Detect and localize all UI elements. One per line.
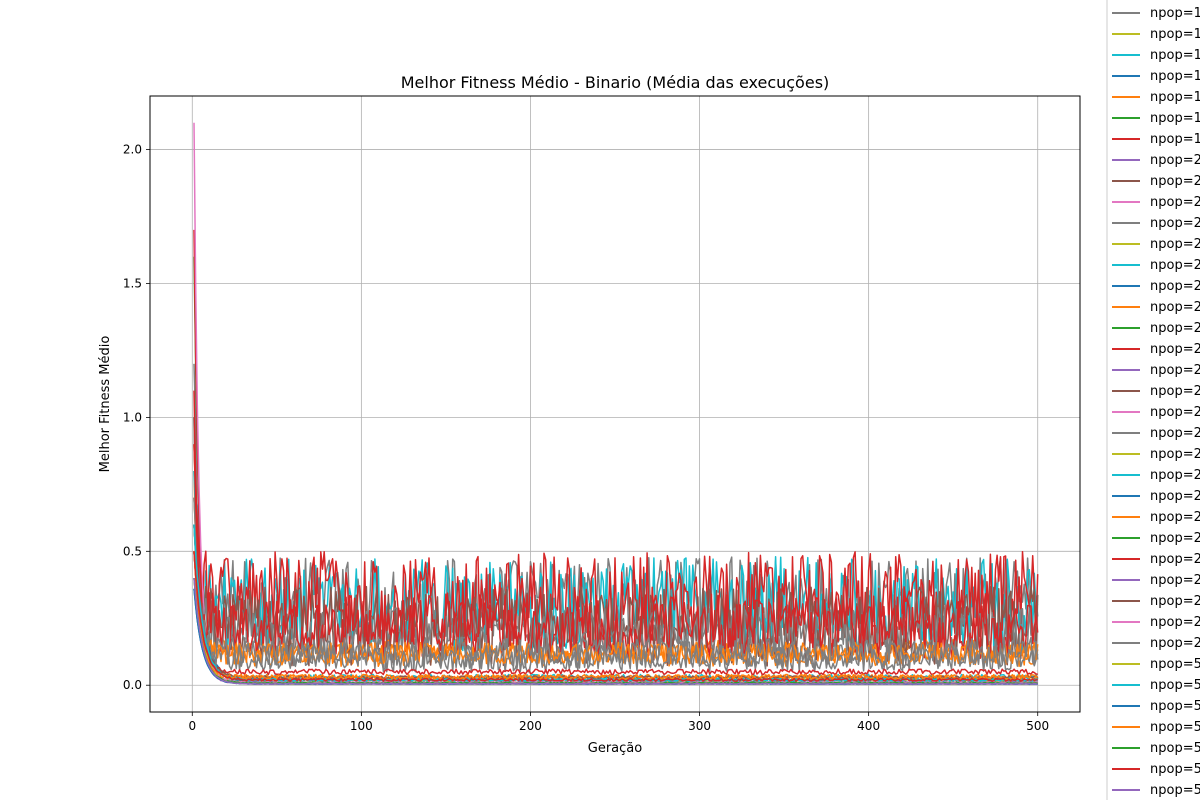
legend-label: npop=2 bbox=[1150, 237, 1200, 252]
legend-label: npop=2 bbox=[1150, 405, 1200, 420]
legend-label: npop=1 bbox=[1150, 27, 1200, 42]
series-line bbox=[193, 390, 1039, 660]
series-line bbox=[193, 578, 1038, 685]
legend-label: npop=5 bbox=[1150, 678, 1200, 693]
legend-label: npop=2 bbox=[1150, 594, 1200, 609]
legend-label: npop=2 bbox=[1150, 573, 1200, 588]
series-line bbox=[193, 524, 1039, 665]
legend-label: npop=2 bbox=[1150, 510, 1200, 525]
x-tick-label: 0 bbox=[188, 719, 196, 733]
legend: npop=1 npop=1 npop=1 npop=1 npop=1 npop=1 npop… bbox=[1106, 0, 1200, 800]
legend-label: npop=5 bbox=[1150, 762, 1200, 777]
legend-label: npop=2 bbox=[1150, 447, 1200, 462]
legend-label: npop=1 bbox=[1150, 132, 1200, 147]
legend-label: npop=2 bbox=[1150, 174, 1200, 189]
y-axis-label: Melhor Fitness Médio bbox=[98, 336, 113, 473]
legend-label: npop=2 bbox=[1150, 279, 1200, 294]
chart-title: Melhor Fitness Médio - Binario (Média da… bbox=[401, 73, 830, 92]
legend-label: npop=2 bbox=[1150, 552, 1200, 567]
x-axis-label: Geração bbox=[588, 741, 642, 756]
legend-label: npop=2 bbox=[1150, 153, 1200, 168]
legend-label: npop=2 bbox=[1150, 195, 1200, 210]
legend-label: npop=2 bbox=[1150, 258, 1200, 273]
series-line bbox=[193, 229, 1039, 649]
legend-label: npop=5 bbox=[1150, 657, 1200, 672]
legend-label: npop=2 bbox=[1150, 489, 1200, 504]
legend-label: npop=1 bbox=[1150, 111, 1200, 126]
x-tick-label: 400 bbox=[857, 719, 880, 733]
legend-label: npop=5 bbox=[1150, 741, 1200, 756]
legend-label: npop=2 bbox=[1150, 531, 1200, 546]
y-axis-ticks: 0.0 0.5 1.0 1.5 2.0 bbox=[123, 143, 150, 692]
legend-box bbox=[1106, 0, 1200, 800]
x-tick-label: 500 bbox=[1026, 719, 1049, 733]
y-tick-label: 1.5 bbox=[123, 276, 142, 290]
legend-label: npop=2 bbox=[1150, 384, 1200, 399]
series-line bbox=[193, 444, 1038, 676]
series-line bbox=[193, 551, 1038, 682]
series-layer bbox=[193, 122, 1039, 686]
legend-label: npop=2 bbox=[1150, 636, 1200, 651]
legend-label: npop=1 bbox=[1150, 48, 1200, 63]
y-tick-label: 0.0 bbox=[123, 678, 142, 692]
legend-label: npop=2 bbox=[1150, 216, 1200, 231]
legend-label: npop=2 bbox=[1150, 426, 1200, 441]
legend-label: npop=2 bbox=[1150, 300, 1200, 315]
x-tick-label: 300 bbox=[688, 719, 711, 733]
series-line bbox=[193, 524, 1039, 670]
grid-lines bbox=[150, 96, 1080, 712]
x-tick-label: 100 bbox=[350, 719, 373, 733]
legend-label: npop=2 bbox=[1150, 342, 1200, 357]
legend-label: npop=2 bbox=[1150, 363, 1200, 378]
legend-label: npop=5 bbox=[1150, 720, 1200, 735]
legend-label: npop=5 bbox=[1150, 699, 1200, 714]
y-tick-label: 2.0 bbox=[123, 143, 142, 157]
legend-label: npop=2 bbox=[1150, 615, 1200, 630]
y-tick-label: 0.5 bbox=[123, 544, 142, 558]
legend-label: npop=1 bbox=[1150, 6, 1200, 21]
legend-label: npop=2 bbox=[1150, 321, 1200, 336]
y-tick-label: 1.0 bbox=[123, 410, 142, 424]
plot-frame bbox=[149, 95, 1081, 713]
x-tick-label: 200 bbox=[519, 719, 542, 733]
x-axis-ticks: 0 100 200 300 400 500 bbox=[188, 712, 1049, 733]
legend-label: npop=1 bbox=[1150, 90, 1200, 105]
legend-label: npop=1 bbox=[1150, 69, 1200, 84]
legend-label: npop=5 bbox=[1150, 783, 1200, 798]
legend-label: npop=2 bbox=[1150, 468, 1200, 483]
